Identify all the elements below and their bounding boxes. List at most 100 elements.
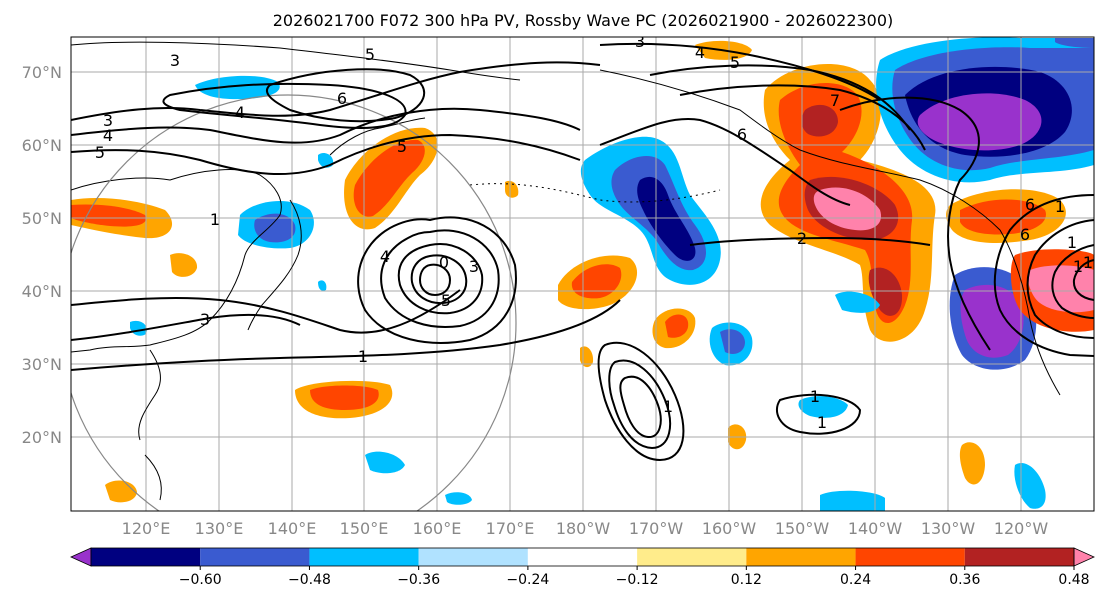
contour-7-alaska: [839, 96, 991, 351]
contour-label: 5: [441, 291, 451, 310]
contour-2-high: [380, 229, 500, 328]
colorbar-outline: [90, 547, 1075, 567]
colorbar-tick-label: 0.36: [949, 572, 980, 588]
longitude-label: 160°E: [413, 519, 462, 538]
latitude-label: 30°N: [22, 355, 62, 374]
contour-4-north: [71, 107, 581, 144]
contour-label: 4: [695, 43, 705, 62]
contour-label: 1: [358, 347, 368, 366]
positive-anomaly-core-a: [801, 104, 838, 137]
contour-label: 3: [170, 51, 180, 70]
negative-anomaly-small-i: [318, 153, 334, 168]
latitude-label: 60°N: [22, 136, 62, 155]
colorbar-tick-label: −0.12: [616, 572, 659, 588]
contour-1-south: [71, 299, 621, 371]
positive-anomaly-kamchatka-core: [353, 139, 425, 217]
contour-5-top: [679, 84, 926, 151]
contour-4-top: [649, 64, 911, 131]
colorbar-tick-label: −0.60: [179, 572, 222, 588]
coast-kamchatka: [329, 117, 426, 156]
longitude-label: 120°W: [994, 519, 1049, 538]
latitude-label: 70°N: [22, 63, 62, 82]
contour-east-a: [993, 194, 1094, 357]
coast-asia: [71, 169, 282, 353]
contour-2-japan: [71, 289, 461, 334]
contour-5-north: [71, 133, 581, 176]
contour-3-north: [71, 61, 601, 121]
latitude-label: 50°N: [22, 209, 62, 228]
colorbar-segment: [309, 548, 419, 566]
contour-label: 1: [1083, 253, 1093, 272]
map-title: 2026021700 F072 300 hPa PV, Rossby Wave …: [273, 11, 894, 30]
positive-anomaly-small-e: [959, 442, 985, 485]
colorbar-tick-label: −0.24: [506, 572, 549, 588]
colorbar-tick-label: 0.12: [731, 572, 762, 588]
contour-label: 4: [235, 103, 245, 122]
latitude-label: 20°N: [22, 428, 62, 447]
contour-label: 5: [397, 137, 407, 156]
contour-label: 5: [365, 45, 375, 64]
coast-aleutians: [469, 183, 721, 203]
longitude-label: 140°W: [848, 519, 903, 538]
contour-label: 1: [810, 387, 820, 406]
colorbar-tick-label: 0.48: [1058, 572, 1089, 588]
positive-anomaly-small-a: [170, 253, 198, 277]
contour-label: 4: [380, 247, 390, 266]
contour-label: 3: [103, 111, 113, 130]
contour-4-high: [410, 254, 468, 305]
positive-anomaly-west-pacific-core: [310, 385, 379, 410]
coast-japan: [247, 199, 302, 331]
positive-anomaly-hawaii-north-core: [665, 314, 689, 338]
coastlines: [71, 41, 1061, 501]
pv-contours: [71, 42, 1094, 462]
coast-arctic: [71, 41, 521, 81]
colorbar-tick-label: −0.36: [397, 572, 440, 588]
colorbar-segment: [200, 548, 310, 566]
negative-anomaly-small-e: [1014, 462, 1046, 509]
contour-label: 3: [635, 32, 645, 51]
colorbar-tick-label: 0.24: [840, 572, 871, 588]
colorbar-segment: [527, 548, 638, 566]
longitude-label: 120°E: [122, 519, 171, 538]
negative-anomaly-corner: [1055, 38, 1094, 48]
colorbar-segment: [91, 548, 201, 566]
longitude-label: 160°W: [702, 519, 757, 538]
contour-1-hawaii: [775, 393, 862, 435]
contour-2-mid: [689, 236, 931, 246]
negative-anomaly-northeast-core: [917, 93, 1042, 151]
contour-label: 1: [210, 210, 220, 229]
contour-label: 5: [95, 143, 105, 162]
contour-east-d: [1072, 259, 1094, 301]
longitude-label: 170°W: [629, 519, 684, 538]
contour-label: 7: [830, 91, 840, 110]
longitude-labels: 120°E 130°E 140°E 150°E 160°E 170°E 180°W 170°W…: [122, 519, 1049, 538]
contour-3-low: [619, 375, 662, 438]
longitude-label: 130°E: [195, 519, 244, 538]
contour-label: 4: [103, 126, 113, 145]
contour-6-top: [599, 118, 851, 206]
longitude-label: 170°E: [486, 519, 535, 538]
negative-anomaly-small-g: [445, 492, 472, 505]
negative-anomaly-small-d: [820, 490, 885, 511]
coast-north-america: [599, 69, 1061, 396]
contour-2-low: [608, 359, 672, 450]
contour-labels: 3 5 3 4 5 6 4 3 4 5 1 5 4 3 0 5 1 3 1 1 …: [95, 32, 1093, 432]
latitude-labels: 70°N 60°N 50°N 40°N 30°N 20°N: [22, 63, 62, 447]
longitude-label: 140°E: [268, 519, 317, 538]
colorbar-segment: [418, 548, 528, 566]
negative-anomaly-small-c: [835, 291, 880, 313]
colorbar: −0.60 −0.48 −0.36 −0.24 −0.12 0.12 0.24 0.36 0.4…: [70, 547, 1095, 588]
positive-anomaly-small-b: [505, 180, 519, 198]
longitude-label: 150°W: [775, 519, 830, 538]
contour-5-siberia: [162, 82, 407, 129]
contour-label: 6: [1020, 225, 1030, 244]
contour-label: 5: [730, 53, 740, 72]
negative-anomaly-mid-pacific-core: [637, 176, 696, 261]
negative-anomaly-small-h: [318, 280, 327, 291]
contour-1-high: [357, 216, 517, 344]
contour-1-low: [597, 341, 685, 462]
contour-3-high: [397, 243, 484, 315]
contour-label: 1: [1067, 233, 1077, 252]
contour-6-siberia: [265, 68, 426, 123]
